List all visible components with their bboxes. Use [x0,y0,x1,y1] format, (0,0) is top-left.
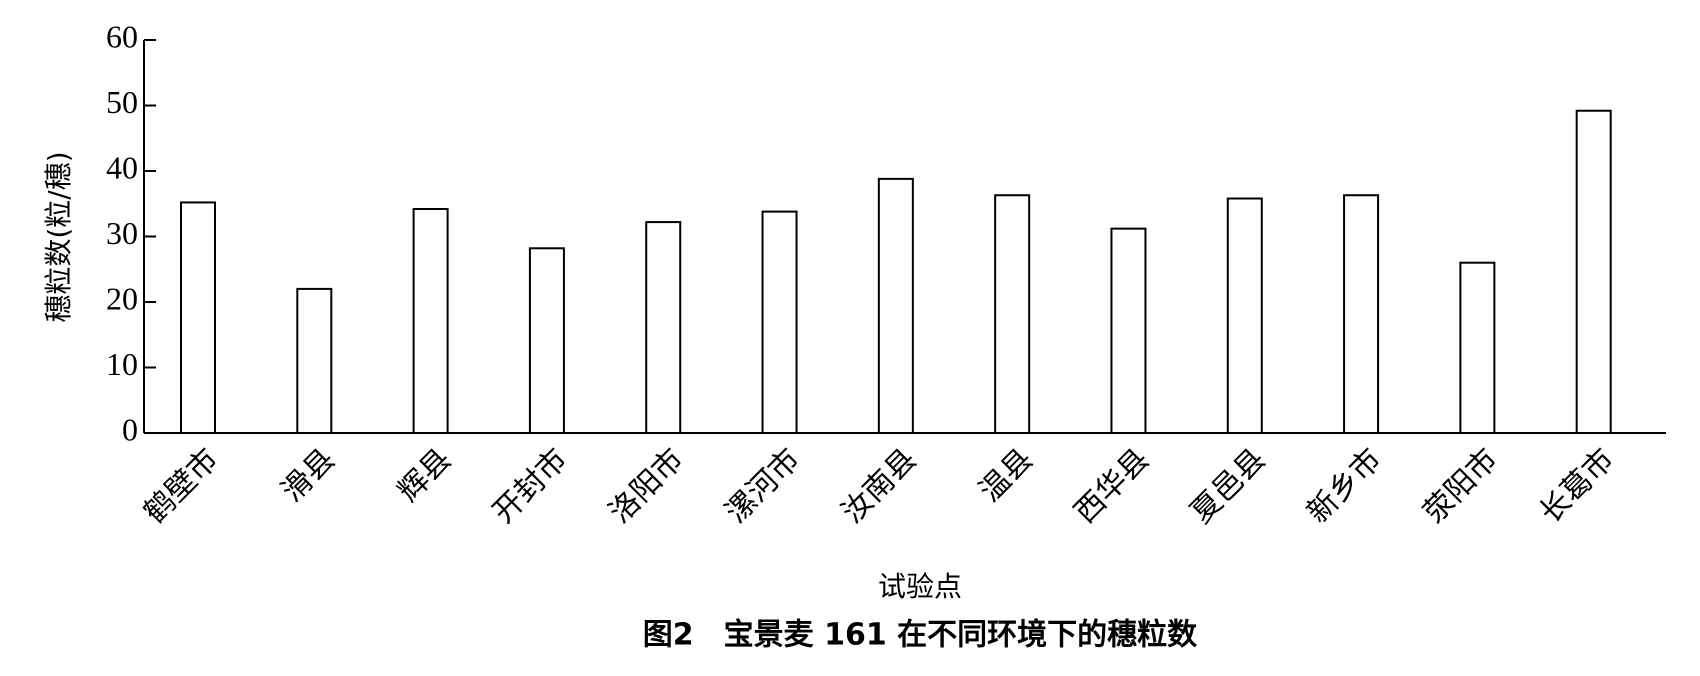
bar [1343,194,1380,434]
y-tick-label: 10 [106,346,138,382]
y-tick-label: 30 [106,215,138,251]
x-tick-label: 荥阳市 [1417,442,1505,530]
chart-title: 图2 宝景麦 161 在不同环境下的穗粒数 [643,618,1198,653]
x-tick-label: 汝南县 [835,442,923,530]
bar [1110,227,1147,434]
y-axis-label: 穗粒数(粒/穗) [42,151,75,322]
bar [1459,261,1496,435]
x-tick-label: 新乡市 [1300,442,1388,530]
bar [761,210,798,434]
x-tick-label: 鹤壁市 [137,442,225,530]
x-tick-label: 长葛市 [1533,442,1621,530]
bar [994,194,1031,434]
x-tick-label: 西华县 [1068,442,1156,530]
x-axis-label: 试验点 [878,570,962,603]
bar [1226,197,1263,434]
x-tick-label: 辉县 [391,442,458,509]
x-tick-label: 夏邑县 [1184,442,1272,530]
bar [1575,109,1612,435]
bar [877,177,914,434]
y-tick-label: 60 [106,18,138,54]
y-tick-label: 0 [122,411,138,447]
bar [528,247,565,434]
y-tick-label: 50 [106,84,138,120]
bar [412,207,449,434]
x-tick-label: 漯河市 [719,442,807,530]
x-tick-label: 开封市 [486,442,574,530]
bar [180,201,216,434]
bar [296,287,333,434]
y-tick-label: 20 [106,280,138,316]
y-tick-label: 40 [106,149,138,185]
x-tick-label: 温县 [973,442,1040,509]
bar [645,221,682,434]
x-tick-label: 洛阳市 [603,442,691,530]
x-tick-label: 滑县 [275,442,342,509]
